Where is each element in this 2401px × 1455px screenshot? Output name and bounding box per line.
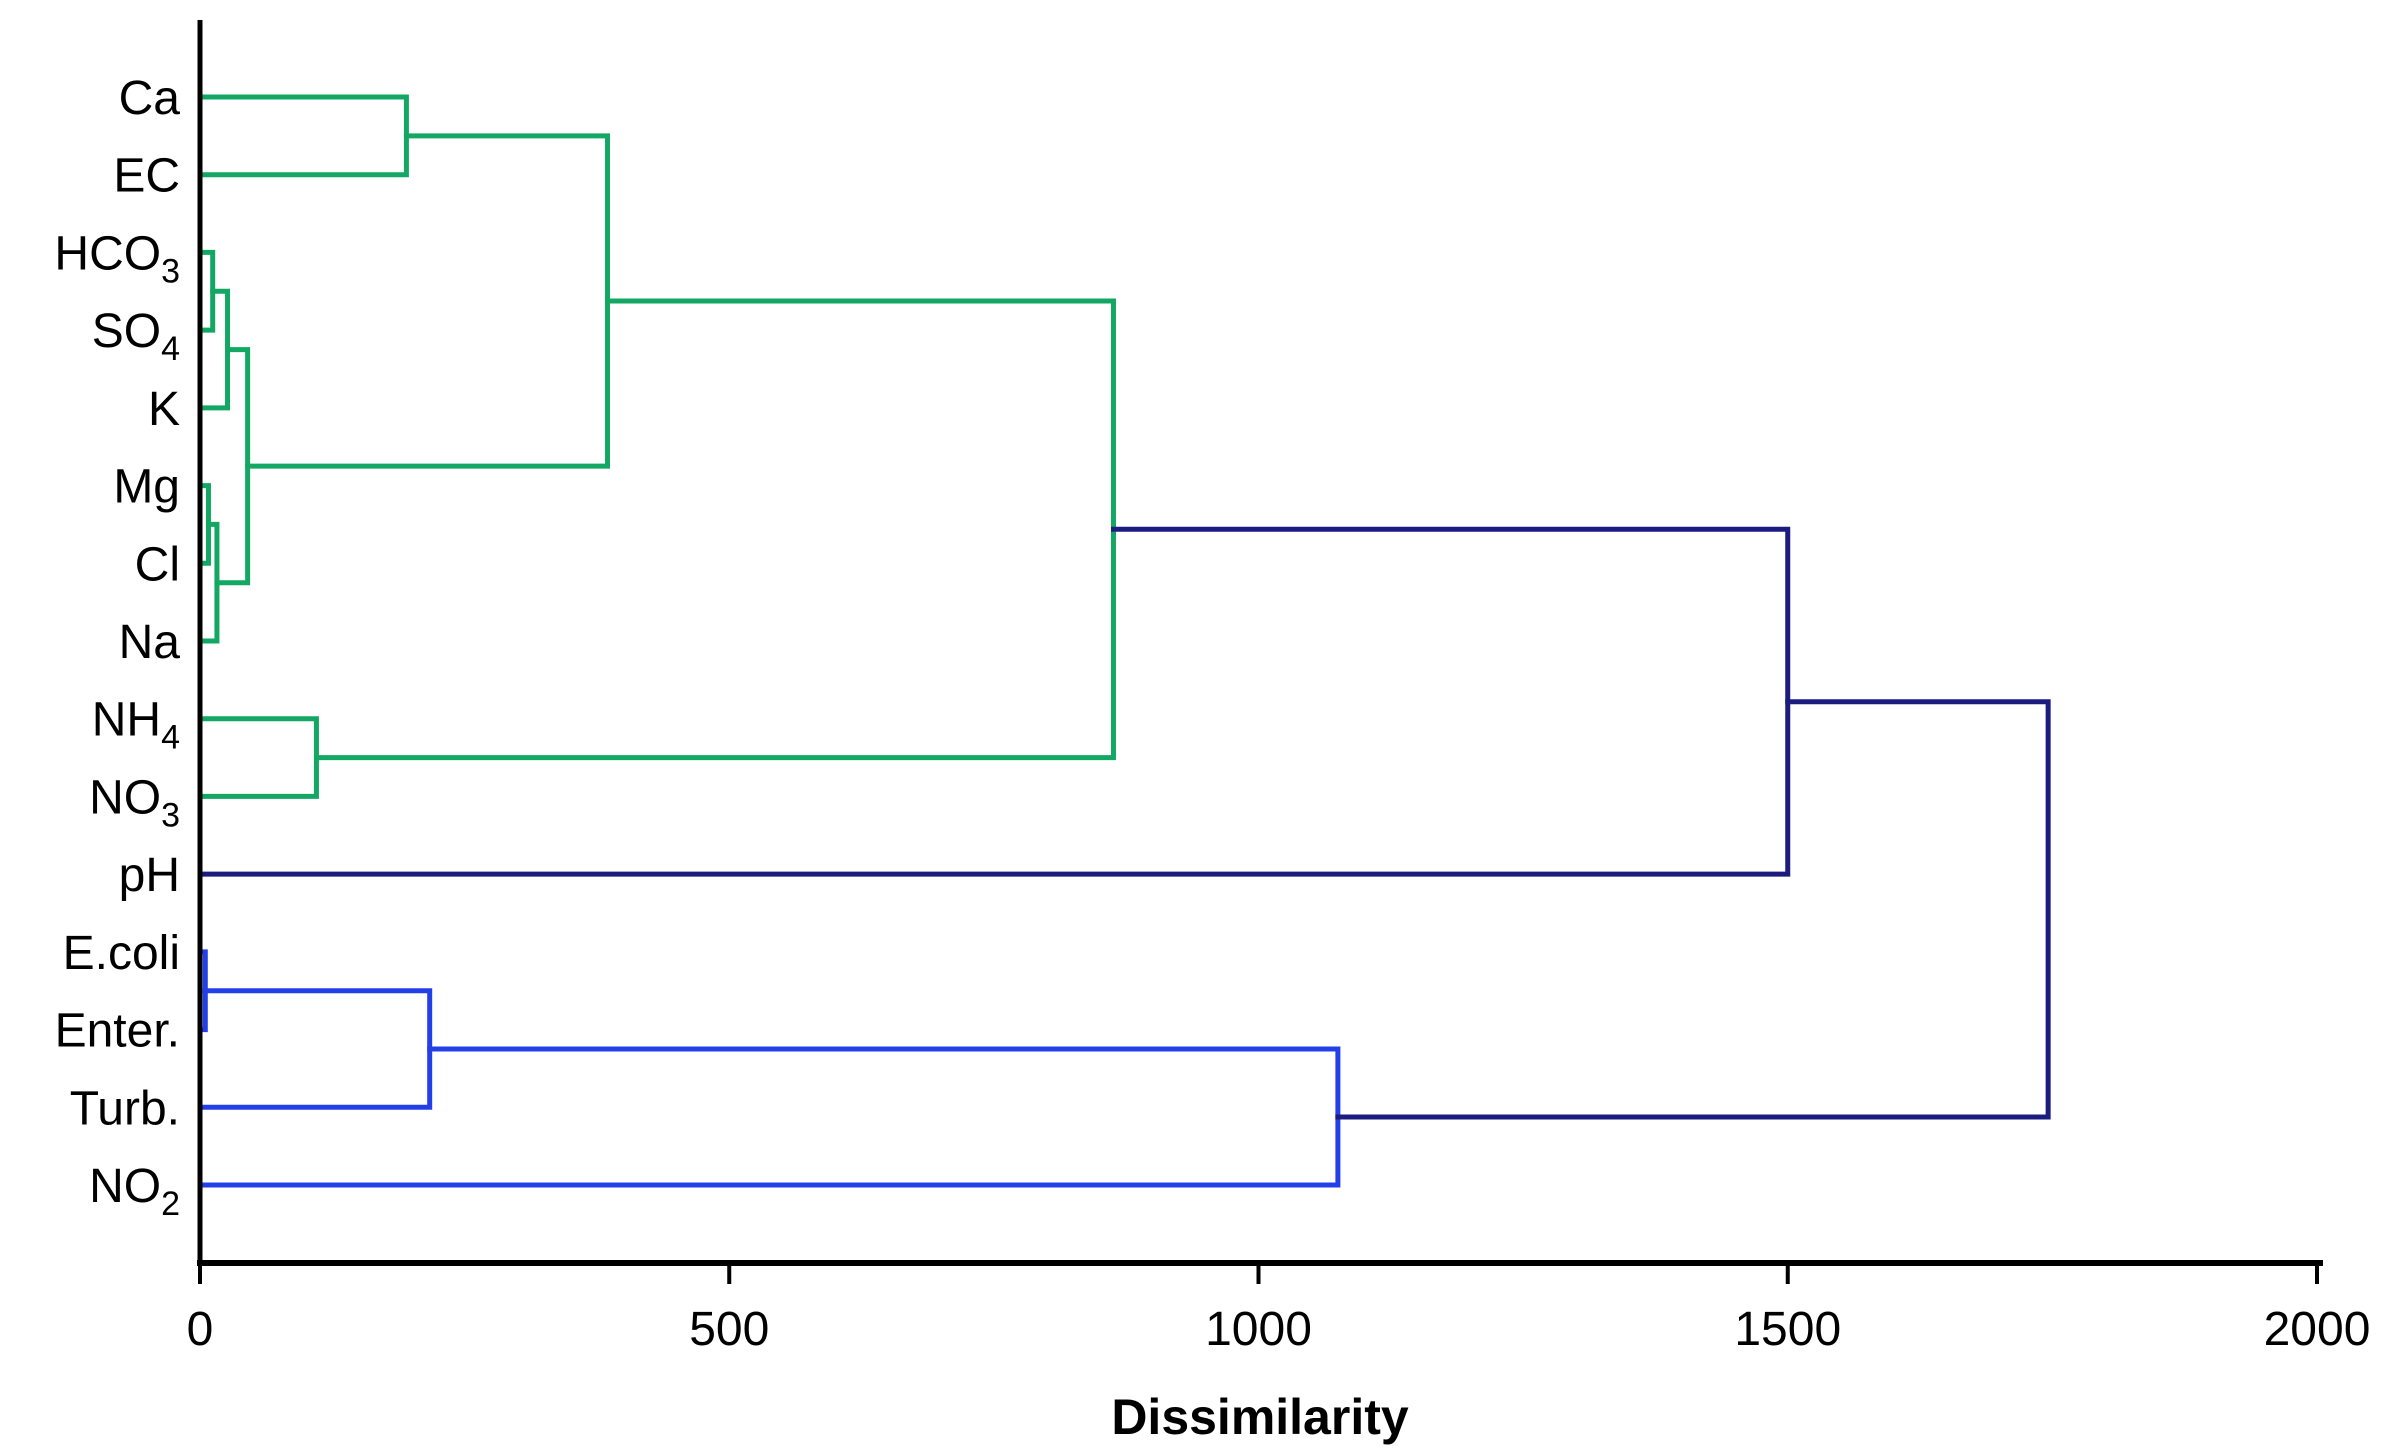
leaf-label-NO3: NO3 (89, 771, 180, 834)
x-tick-label-1000: 1000 (1205, 1303, 1312, 1356)
dendrogram-link-b2 (197, 988, 433, 1110)
leaf-label-Turb: Turb. (70, 1082, 180, 1135)
leaf-label-Na: Na (119, 616, 181, 669)
leaf-label-EC: EC (113, 150, 180, 203)
dendrogram-link-m1 (197, 94, 409, 178)
leaf-label-pH: pH (119, 849, 180, 902)
dendrogram-link-b3 (197, 1046, 1341, 1188)
dendrogram-link-m7 (245, 133, 611, 469)
leaf-label-NH4: NH4 (92, 694, 180, 757)
leaf-label-K: K (148, 383, 180, 436)
leaf-label-SO4: SO4 (92, 305, 180, 368)
x-tick-label-1500: 1500 (1734, 1303, 1841, 1356)
dendrogram-link-m6 (214, 347, 251, 586)
leaf-label-Ecoli: E.coli (63, 927, 180, 980)
dendrogram-link-m9 (313, 298, 1116, 761)
leaf-label-Ca: Ca (119, 72, 181, 125)
leaf-label-Enter: Enter. (55, 1005, 180, 1058)
dendrogram-link-m8 (197, 716, 319, 799)
leaf-label-Mg: Mg (113, 461, 180, 514)
leaf-label-HCO3: HCO3 (54, 227, 180, 290)
dendrogram-link-n2 (1335, 699, 2051, 1120)
x-tick-label-0: 0 (187, 1303, 214, 1356)
x-tick-label-500: 500 (689, 1303, 769, 1356)
x-tick-label-2000: 2000 (2264, 1303, 2371, 1356)
dendrogram-link-n1 (197, 526, 1791, 877)
leaf-label-Cl: Cl (135, 538, 180, 591)
leaf-label-NO2: NO2 (89, 1160, 180, 1223)
x-axis-title: Dissimilarity (1111, 1389, 1409, 1445)
